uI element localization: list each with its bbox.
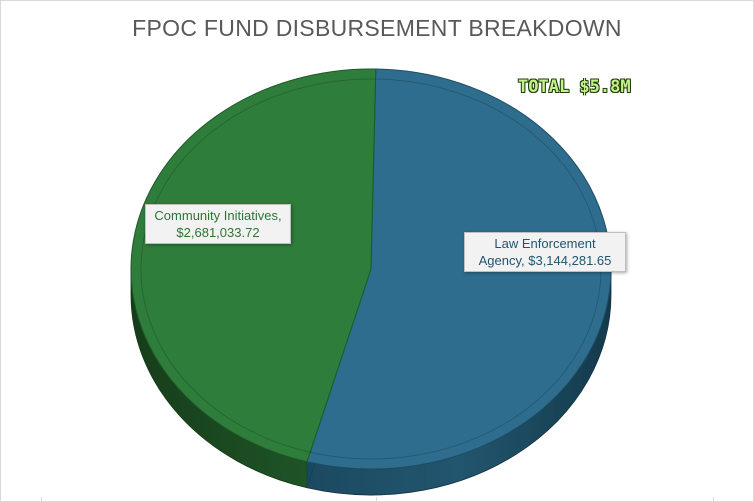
frame-tick	[376, 497, 377, 501]
data-label-line: Community Initiatives,	[154, 208, 282, 223]
data-label-community-initiatives: Community Initiatives, $2,681,033.72	[145, 204, 291, 244]
chart-title: FPOC FUND DISBURSEMENT BREAKDOWN	[132, 15, 622, 41]
data-label-law-enforcement-agency: Law Enforcement Agency, $3,144,281.65	[464, 232, 626, 272]
data-label-line: $2,681,033.72	[176, 225, 260, 240]
pie-slice-1	[130, 68, 377, 463]
data-label-line: Agency, $3,144,281.65	[478, 253, 612, 268]
data-label-line: Law Enforcement	[494, 236, 596, 251]
pie-slice-0	[306, 68, 612, 470]
frame-tick	[713, 497, 714, 501]
total-annotation: TOTAL $5.8M	[518, 77, 631, 97]
frame-tick	[41, 497, 42, 501]
